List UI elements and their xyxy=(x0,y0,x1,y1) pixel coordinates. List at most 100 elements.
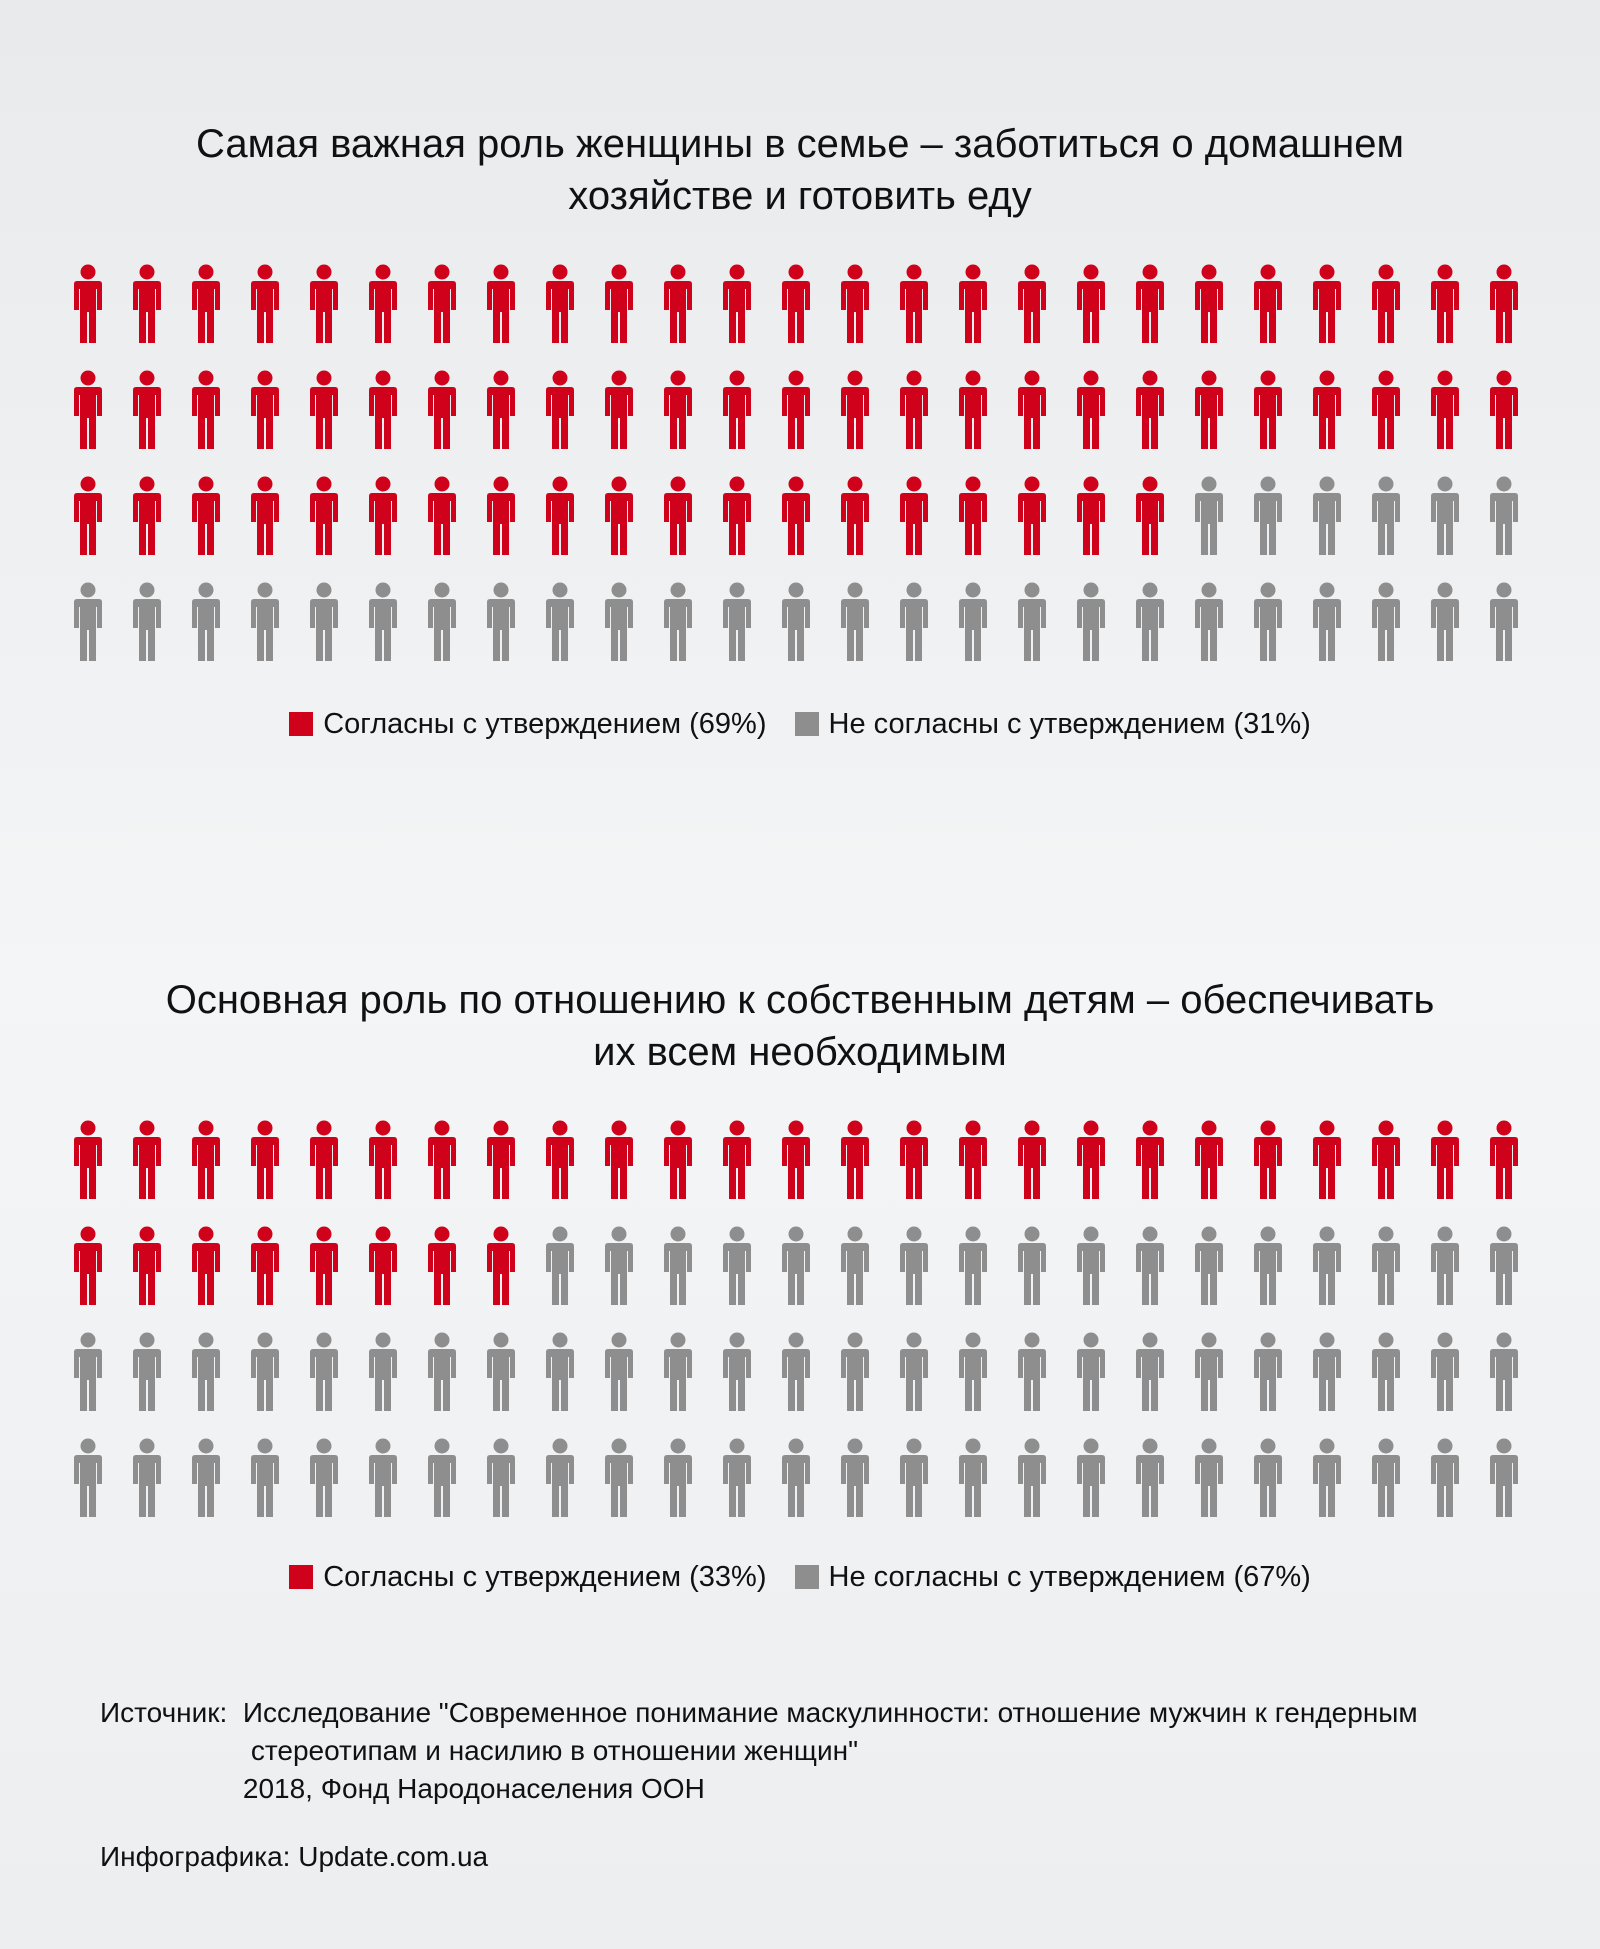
person-icon xyxy=(1077,1438,1105,1517)
chart-1-legend: Согласны с утверждением (69%) Не согласн… xyxy=(0,707,1600,741)
person-icon xyxy=(1018,264,1046,343)
person-icon xyxy=(1018,582,1046,661)
person-icon xyxy=(1077,1332,1105,1411)
person-icon xyxy=(310,1332,338,1411)
person-icon xyxy=(133,1226,161,1305)
person-icon xyxy=(1195,370,1223,449)
person-icon xyxy=(900,1226,928,1305)
person-icon xyxy=(900,1438,928,1517)
person-icon xyxy=(1431,1120,1459,1199)
person-icon xyxy=(1077,264,1105,343)
legend-label-agree: Согласны с утверждением (69%) xyxy=(323,708,767,740)
person-icon xyxy=(133,264,161,343)
person-icon xyxy=(1372,582,1400,661)
chart-2-title-line-2: их всем необходимым xyxy=(593,1030,1007,1074)
person-icon xyxy=(1136,1226,1164,1305)
person-icon xyxy=(1077,1120,1105,1199)
person-icon xyxy=(782,1226,810,1305)
person-icon xyxy=(1195,476,1223,555)
person-icon xyxy=(487,1332,515,1411)
person-icon xyxy=(1136,1332,1164,1411)
person-icon xyxy=(1195,264,1223,343)
person-icon xyxy=(74,1438,102,1517)
person-icon xyxy=(1254,1226,1282,1305)
person-icon xyxy=(487,582,515,661)
person-icon xyxy=(133,370,161,449)
person-icon xyxy=(487,264,515,343)
legend-item-disagree: Не согласны с утверждением (31%) xyxy=(794,707,1311,741)
source-line-3: 2018, Фонд Народонаселения ООН xyxy=(242,1773,705,1804)
source-line-1: Исследование "Современное понимание маск… xyxy=(242,1697,1418,1728)
person-icon xyxy=(664,1226,692,1305)
person-icon xyxy=(605,476,633,555)
person-icon xyxy=(723,1438,751,1517)
person-icon xyxy=(1431,264,1459,343)
person-icon xyxy=(1431,476,1459,555)
person-icon xyxy=(723,370,751,449)
person-icon xyxy=(251,264,279,343)
person-icon xyxy=(782,1120,810,1199)
person-icon xyxy=(428,370,456,449)
person-icon xyxy=(310,1226,338,1305)
person-icon xyxy=(1490,1120,1518,1199)
person-icon xyxy=(369,1226,397,1305)
person-icon xyxy=(723,1226,751,1305)
person-icon xyxy=(428,1332,456,1411)
person-icon xyxy=(841,1120,869,1199)
legend-swatch-agree xyxy=(289,1565,314,1589)
person-icon xyxy=(841,1332,869,1411)
person-icon xyxy=(546,370,574,449)
chart-2-title: Основная роль по отношению к собственным… xyxy=(0,974,1600,1078)
person-icon xyxy=(841,582,869,661)
person-icon xyxy=(1431,1226,1459,1305)
person-icon xyxy=(1372,1332,1400,1411)
person-icon xyxy=(192,1226,220,1305)
person-icon xyxy=(1018,1438,1046,1517)
person-icon xyxy=(1490,370,1518,449)
person-icon xyxy=(487,1226,515,1305)
source-note: Источник: Исследование "Современное пони… xyxy=(100,1694,1418,1808)
person-icon xyxy=(782,264,810,343)
person-icon xyxy=(1018,1332,1046,1411)
person-icon xyxy=(841,370,869,449)
person-icon xyxy=(369,582,397,661)
person-icon xyxy=(369,1120,397,1199)
legend-label-disagree: Не согласны с утверждением (67%) xyxy=(828,1561,1311,1593)
person-icon xyxy=(1372,370,1400,449)
person-icon xyxy=(1018,1120,1046,1199)
source-line-2: стереотипам и насилию в отношении женщин… xyxy=(250,1735,859,1766)
person-icon xyxy=(1254,370,1282,449)
person-icon xyxy=(1431,582,1459,661)
person-icon xyxy=(782,370,810,449)
person-icon xyxy=(1077,1226,1105,1305)
person-icon xyxy=(723,476,751,555)
person-icon xyxy=(605,370,633,449)
person-icon xyxy=(428,1120,456,1199)
person-icon xyxy=(251,582,279,661)
person-icon xyxy=(1254,1332,1282,1411)
chart-2-pictogram xyxy=(74,1120,1518,1517)
chart-2-title-line-1: Основная роль по отношению к собственным… xyxy=(165,978,1435,1022)
person-icon xyxy=(1077,370,1105,449)
source-label: Источник: xyxy=(100,1697,243,1728)
legend-swatch-disagree xyxy=(794,1565,819,1589)
person-icon xyxy=(192,1120,220,1199)
person-icon xyxy=(723,264,751,343)
person-icon xyxy=(1136,1120,1164,1199)
person-icon xyxy=(192,1438,220,1517)
person-icon xyxy=(192,264,220,343)
person-icon xyxy=(251,1226,279,1305)
person-icon xyxy=(1077,476,1105,555)
person-icon xyxy=(664,264,692,343)
person-icon xyxy=(192,582,220,661)
chart-1-title-line-2: хозяйстве и готовить еду xyxy=(568,174,1032,218)
person-icon xyxy=(900,1332,928,1411)
person-icon xyxy=(1254,264,1282,343)
person-icon xyxy=(841,264,869,343)
person-icon xyxy=(369,370,397,449)
person-icon xyxy=(605,582,633,661)
person-icon xyxy=(782,1438,810,1517)
person-icon xyxy=(74,264,102,343)
person-icon xyxy=(133,476,161,555)
person-icon xyxy=(664,1332,692,1411)
